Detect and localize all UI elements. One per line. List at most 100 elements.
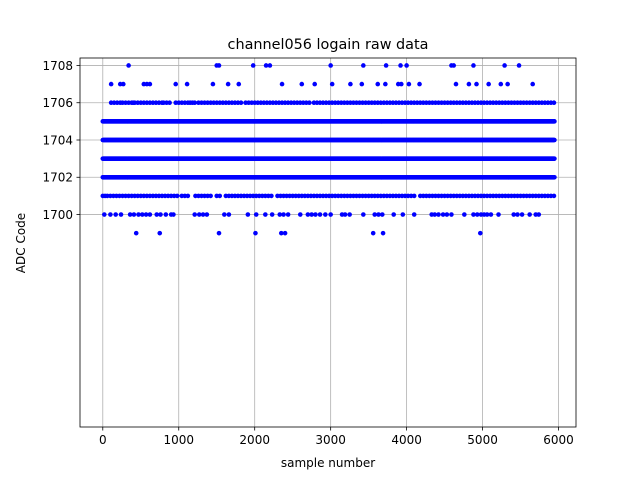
data-point — [210, 81, 216, 87]
x-tick-label: 5000 — [467, 433, 498, 447]
data-point — [282, 230, 288, 236]
data-point — [313, 212, 318, 217]
data-point — [323, 212, 328, 217]
data-point — [502, 63, 507, 68]
data-point — [348, 81, 353, 87]
data-point — [471, 63, 476, 68]
data-point — [552, 137, 557, 143]
data-point — [307, 100, 312, 106]
data-point — [329, 81, 335, 87]
data-point — [474, 81, 479, 87]
data-point — [552, 174, 557, 180]
y-axis-label: ADC Code — [14, 213, 28, 273]
data-point — [126, 63, 131, 68]
data-point — [400, 212, 406, 217]
data-point — [380, 212, 385, 217]
data-point — [462, 212, 467, 217]
data-point — [477, 230, 483, 236]
data-point — [297, 212, 303, 217]
data-point — [236, 81, 242, 87]
data-point — [527, 212, 532, 217]
data-point — [406, 81, 412, 87]
data-point — [121, 81, 126, 87]
data-point — [380, 230, 386, 236]
x-tick-label: 4000 — [391, 433, 422, 447]
data-point — [398, 63, 403, 68]
x-tick-label: 2000 — [239, 433, 270, 447]
data-point — [498, 81, 504, 87]
data-point — [163, 212, 169, 217]
data-point — [253, 212, 259, 217]
data-point — [399, 81, 404, 87]
data-points — [100, 63, 557, 236]
data-point — [147, 212, 153, 217]
data-point — [217, 193, 223, 199]
data-point — [118, 212, 124, 217]
data-point — [328, 212, 333, 217]
data-point — [245, 212, 251, 217]
data-point — [530, 81, 535, 87]
data-point — [552, 156, 557, 161]
data-point — [411, 193, 417, 199]
y-tick-label: 1708 — [42, 59, 73, 73]
data-point — [185, 193, 191, 199]
data-point — [238, 100, 244, 106]
data-point — [383, 63, 389, 68]
data-point — [299, 81, 305, 87]
data-point — [551, 193, 557, 199]
data-point — [411, 212, 417, 217]
data-point — [496, 212, 501, 217]
y-tick-label: 1704 — [42, 133, 73, 147]
data-point — [174, 193, 180, 199]
data-point — [192, 212, 197, 217]
data-point — [383, 81, 388, 87]
data-point — [436, 212, 441, 217]
data-point — [466, 81, 472, 87]
x-axis-label: sample number — [281, 456, 375, 470]
x-tick-label: 3000 — [315, 433, 346, 447]
data-point — [488, 212, 494, 217]
data-point — [342, 212, 348, 217]
data-point — [444, 212, 450, 217]
data-point — [404, 63, 409, 68]
x-tick-label: 6000 — [543, 433, 574, 447]
data-point — [250, 63, 256, 68]
data-point — [370, 230, 376, 236]
data-point — [536, 212, 542, 217]
data-point — [158, 212, 163, 217]
data-point — [361, 212, 366, 217]
data-point — [519, 212, 525, 217]
data-point — [102, 212, 107, 217]
data-point — [226, 212, 232, 217]
data-point — [449, 212, 454, 217]
data-point — [453, 81, 459, 87]
data-point — [173, 81, 179, 87]
data-point — [167, 100, 172, 106]
data-point — [267, 63, 273, 68]
data-point — [486, 81, 491, 87]
data-point — [171, 212, 176, 217]
x-tick-label: 0 — [99, 433, 107, 447]
y-tick-label: 1700 — [42, 208, 73, 222]
data-point — [108, 212, 113, 217]
data-point — [451, 63, 457, 68]
data-point — [328, 63, 333, 68]
data-point — [133, 230, 139, 236]
data-point — [208, 193, 213, 199]
data-point — [263, 212, 268, 217]
data-point — [131, 212, 137, 217]
chart-title: channel056 logain raw data — [228, 37, 429, 53]
data-point — [281, 212, 286, 217]
data-point — [147, 81, 153, 87]
data-point — [551, 100, 557, 106]
data-point — [347, 212, 352, 217]
data-point — [222, 212, 227, 217]
data-point — [317, 212, 323, 217]
data-point — [417, 81, 422, 87]
data-point — [269, 212, 275, 217]
data-point — [184, 81, 190, 87]
x-tick-label: 1000 — [163, 433, 194, 447]
